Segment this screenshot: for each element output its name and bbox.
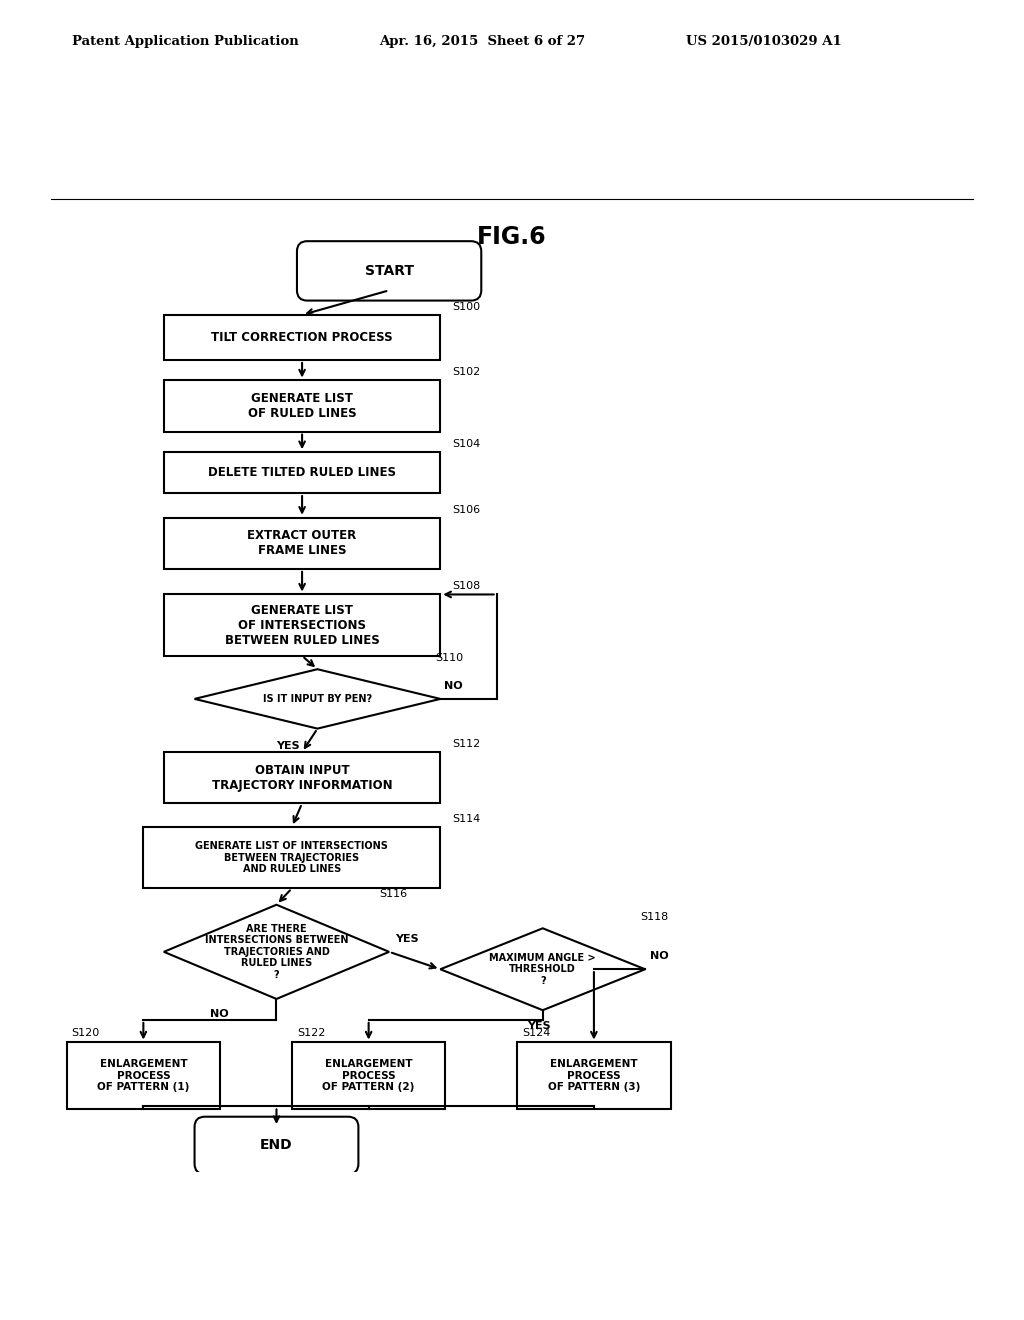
- Polygon shape: [195, 669, 440, 729]
- Text: YES: YES: [395, 933, 419, 944]
- Text: S116: S116: [379, 888, 407, 899]
- Text: YES: YES: [527, 1020, 551, 1031]
- Text: S110: S110: [435, 653, 463, 663]
- Text: Patent Application Publication: Patent Application Publication: [72, 34, 298, 48]
- Text: S114: S114: [453, 814, 481, 824]
- Text: ENLARGEMENT
PROCESS
OF PATTERN (1): ENLARGEMENT PROCESS OF PATTERN (1): [97, 1059, 189, 1093]
- Text: S122: S122: [297, 1028, 326, 1039]
- Text: NO: NO: [650, 950, 669, 961]
- Text: ENLARGEMENT
PROCESS
OF PATTERN (3): ENLARGEMENT PROCESS OF PATTERN (3): [548, 1059, 640, 1093]
- Text: GENERATE LIST OF INTERSECTIONS
BETWEEN TRAJECTORIES
AND RULED LINES: GENERATE LIST OF INTERSECTIONS BETWEEN T…: [196, 841, 388, 874]
- Text: ARE THERE
INTERSECTIONS BETWEEN
TRAJECTORIES AND
RULED LINES
?: ARE THERE INTERSECTIONS BETWEEN TRAJECTO…: [205, 924, 348, 979]
- Bar: [292, 1043, 445, 1109]
- Bar: [517, 1043, 671, 1109]
- FancyBboxPatch shape: [297, 242, 481, 301]
- Text: S108: S108: [453, 581, 481, 591]
- Text: EXTRACT OUTER
FRAME LINES: EXTRACT OUTER FRAME LINES: [248, 529, 356, 557]
- Bar: [67, 1043, 220, 1109]
- Text: ENLARGEMENT
PROCESS
OF PATTERN (2): ENLARGEMENT PROCESS OF PATTERN (2): [323, 1059, 415, 1093]
- Text: TILT CORRECTION PROCESS: TILT CORRECTION PROCESS: [211, 331, 393, 345]
- Text: START: START: [365, 264, 414, 279]
- Text: GENERATE LIST
OF INTERSECTIONS
BETWEEN RULED LINES: GENERATE LIST OF INTERSECTIONS BETWEEN R…: [224, 603, 380, 647]
- Text: OBTAIN INPUT
TRAJECTORY INFORMATION: OBTAIN INPUT TRAJECTORY INFORMATION: [212, 764, 392, 792]
- Text: NO: NO: [210, 1010, 228, 1019]
- Bar: [164, 752, 440, 804]
- FancyBboxPatch shape: [195, 1117, 358, 1173]
- Text: YES: YES: [276, 741, 300, 751]
- Text: DELETE TILTED RULED LINES: DELETE TILTED RULED LINES: [208, 466, 396, 479]
- Bar: [143, 826, 440, 888]
- Text: FIG.6: FIG.6: [477, 226, 547, 249]
- Text: S106: S106: [453, 504, 480, 515]
- Text: MAXIMUM ANGLE >
THRESHOLD
?: MAXIMUM ANGLE > THRESHOLD ?: [489, 953, 596, 986]
- Text: END: END: [260, 1138, 293, 1152]
- Text: S120: S120: [72, 1028, 100, 1039]
- Polygon shape: [164, 904, 389, 999]
- Bar: [164, 517, 440, 569]
- Bar: [164, 315, 440, 360]
- Text: S104: S104: [453, 440, 481, 449]
- Text: S124: S124: [522, 1028, 551, 1039]
- Text: S100: S100: [453, 302, 480, 312]
- Text: IS IT INPUT BY PEN?: IS IT INPUT BY PEN?: [263, 694, 372, 704]
- Bar: [164, 380, 440, 432]
- Text: GENERATE LIST
OF RULED LINES: GENERATE LIST OF RULED LINES: [248, 392, 356, 420]
- Text: S112: S112: [453, 739, 481, 748]
- Text: S118: S118: [640, 912, 669, 923]
- Polygon shape: [440, 928, 645, 1010]
- Bar: [164, 453, 440, 494]
- Text: NO: NO: [444, 681, 463, 690]
- Text: US 2015/0103029 A1: US 2015/0103029 A1: [686, 34, 842, 48]
- Text: Apr. 16, 2015  Sheet 6 of 27: Apr. 16, 2015 Sheet 6 of 27: [379, 34, 585, 48]
- Text: S102: S102: [453, 367, 481, 378]
- Bar: [164, 594, 440, 656]
